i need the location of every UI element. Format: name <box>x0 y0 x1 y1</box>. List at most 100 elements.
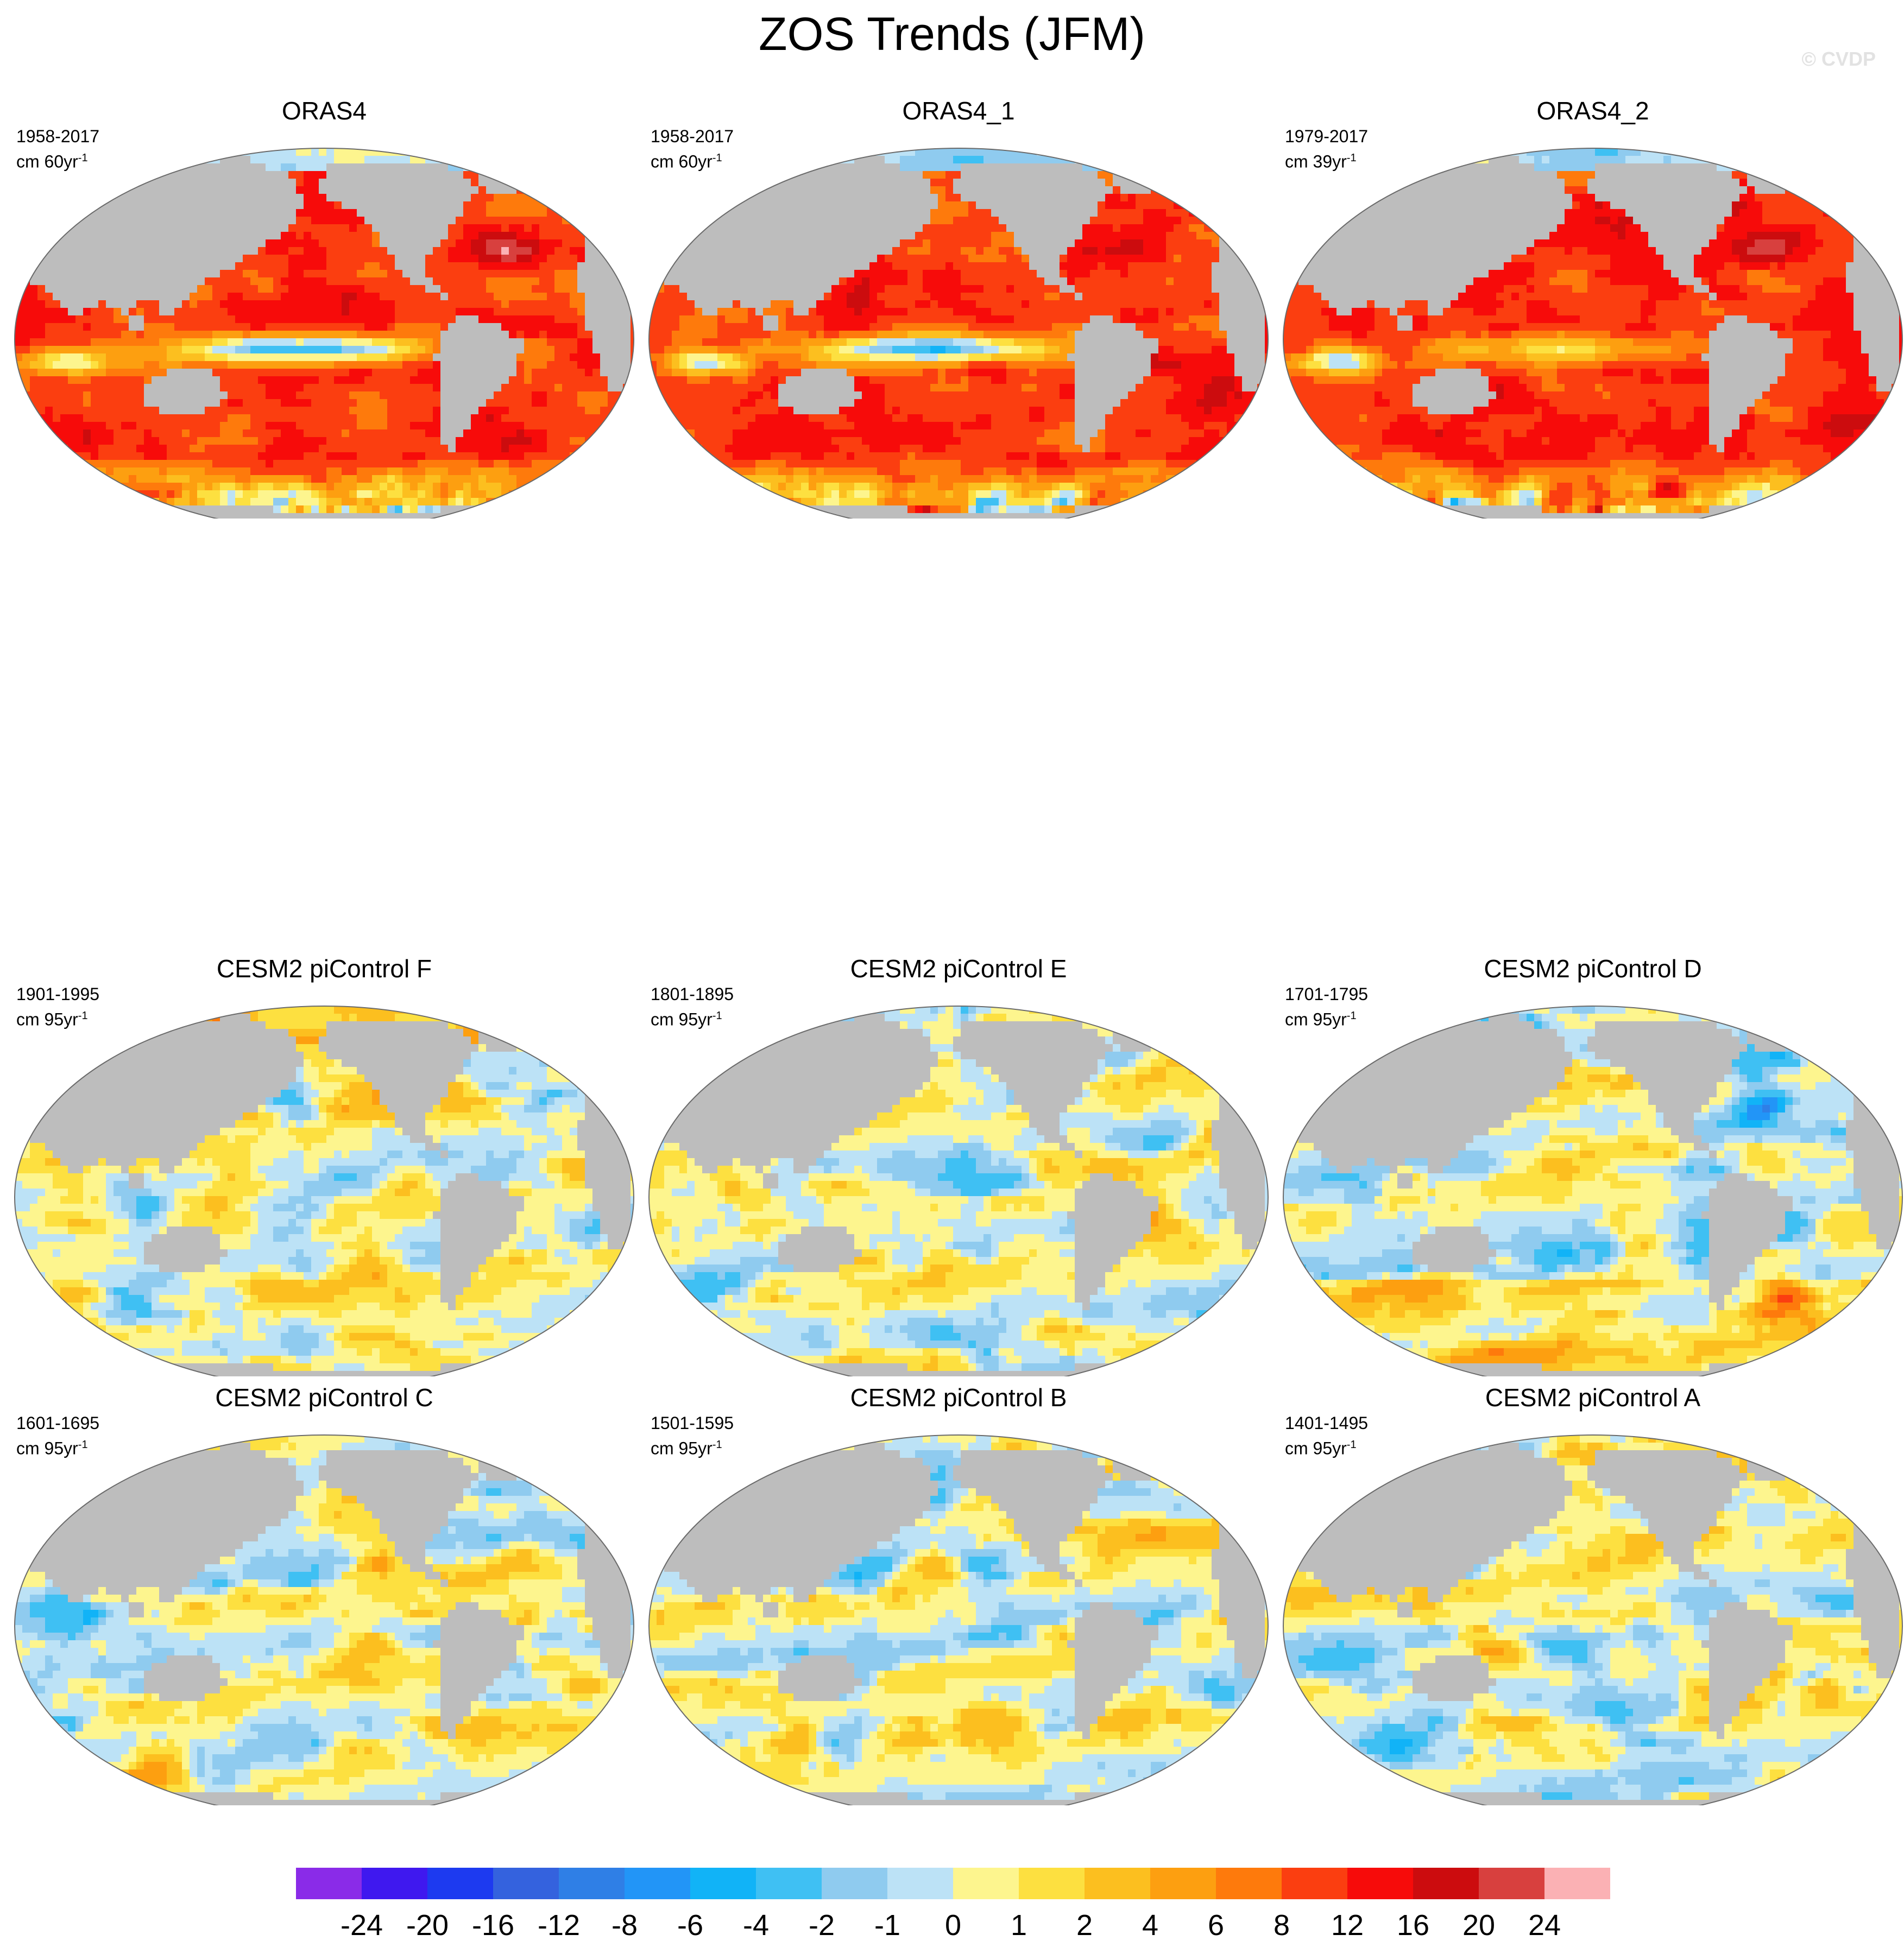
ocean-field <box>15 1006 634 1376</box>
robinson-map <box>14 1434 634 1805</box>
panel-units: cm 60yr-1 <box>651 147 722 173</box>
robinson-map <box>648 1434 1269 1805</box>
trend-contour <box>1283 1435 1902 1805</box>
trend-contour <box>1283 1006 1902 1376</box>
colorbar-box <box>1282 1868 1348 1899</box>
units-text: cm 60yr <box>16 151 78 172</box>
units-text: cm 95yr <box>1285 1438 1347 1458</box>
map-panel: ORAS4 1958-2017 cm 60yr-1 <box>7 95 642 519</box>
trend-contour <box>1777 1295 1793 1303</box>
panel-units: cm 60yr-1 <box>16 147 88 173</box>
colorbar-box <box>953 1868 1019 1899</box>
robinson-map <box>1283 1434 1903 1805</box>
trend-contour <box>649 1435 1268 1792</box>
panel-period: 1958-2017 <box>651 127 734 146</box>
panel-units: cm 95yr-1 <box>651 1005 722 1031</box>
trend-contour <box>1136 1526 1166 1541</box>
units-exponent: -1 <box>712 1439 722 1451</box>
trend-contour <box>45 338 478 519</box>
ocean-field <box>1283 1006 1902 1376</box>
map-border <box>1283 1006 1903 1376</box>
trend-contour <box>1481 1648 1504 1655</box>
colorbar-label: 2 <box>1076 1909 1093 1942</box>
land-mask <box>1298 156 1899 519</box>
panel-title: ORAS4_2 <box>1536 97 1649 125</box>
ocean-field <box>15 148 634 519</box>
trend-contour <box>15 171 600 498</box>
panel-units: cm 95yr-1 <box>651 1434 722 1459</box>
map-border <box>14 148 634 519</box>
panel-period: 1958-2017 <box>16 127 100 146</box>
trend-contour <box>501 247 509 255</box>
trend-contour <box>1283 1443 1861 1800</box>
panel-title: CESM2 piControl E <box>850 954 1067 983</box>
trend-contour <box>1314 1280 1815 1363</box>
map-border <box>648 148 1269 519</box>
map-panel: ORAS4_1 1958-2017 cm 60yr-1 <box>641 95 1276 519</box>
trend-contour <box>930 346 945 353</box>
colorbar-svg: -24 -20 -16 -12 -8 -6 -4 -2 -1 0 1 2 4 6 8 12 16 20 24 <box>296 1868 1610 1942</box>
trend-contour <box>129 1557 387 1785</box>
map-border <box>648 1006 1269 1376</box>
colorbar-box <box>1413 1868 1479 1899</box>
trend-contour <box>649 171 1268 519</box>
trend-contour <box>15 1006 634 1376</box>
trend-contour <box>1762 1105 1770 1112</box>
panel-units: cm 95yr-1 <box>16 1434 88 1459</box>
colorbar-label: -2 <box>809 1909 835 1942</box>
colorbar-box <box>756 1868 822 1899</box>
panel-title: CESM2 piControl D <box>1484 954 1702 983</box>
trend-contour <box>1390 1739 1413 1754</box>
panel-period: 1801-1895 <box>651 984 734 1004</box>
land-mask <box>30 156 631 519</box>
trend-contour <box>1747 239 1785 255</box>
units-text: cm 95yr <box>651 1438 713 1458</box>
land-mask <box>664 1014 1265 1376</box>
trend-contour <box>672 331 1136 519</box>
panel-title: CESM2 piControl F <box>216 954 432 983</box>
map-panel: ORAS4_2 1979-2017 cm 39yr-1 <box>1275 95 1904 519</box>
colorbar-box <box>1150 1868 1216 1899</box>
colorbar-box <box>1479 1868 1545 1899</box>
colorbar-label: -1 <box>874 1909 900 1942</box>
robinson-map <box>1283 1006 1903 1376</box>
trend-contour <box>649 1006 1268 1376</box>
panel-period: 1701-1795 <box>1285 984 1369 1004</box>
colorbar-label: -4 <box>743 1909 769 1942</box>
trend-contour <box>15 1435 634 1805</box>
panel-period: 1401-1495 <box>1285 1413 1369 1433</box>
units-exponent: -1 <box>1346 152 1357 164</box>
units-exponent: -1 <box>78 1010 88 1022</box>
ocean-field <box>649 1006 1268 1376</box>
colorbar-box <box>296 1868 362 1899</box>
map-border <box>648 1434 1269 1805</box>
panel-units: cm 39yr-1 <box>1285 147 1357 173</box>
land-mask <box>664 156 1265 519</box>
land-mask <box>1298 1443 1899 1805</box>
map-panel: CESM2 piControl E 1801-1895 cm 95yr-1 <box>641 953 1276 1376</box>
panel-period: 1501-1595 <box>651 1413 734 1433</box>
units-text: cm 95yr <box>1285 1009 1347 1029</box>
trend-contour <box>83 1435 608 1792</box>
colorbar-box <box>362 1868 428 1899</box>
trend-contour <box>83 1610 98 1625</box>
colorbar-box <box>822 1868 888 1899</box>
colorbar-label: -20 <box>406 1909 449 1942</box>
robinson-map <box>14 148 634 519</box>
trend-contour <box>15 331 516 519</box>
panel-units: cm 95yr-1 <box>1285 1005 1357 1031</box>
colorbar-box <box>1085 1868 1151 1899</box>
colorbar-label: -12 <box>538 1909 580 1942</box>
panel-title: CESM2 piControl A <box>1485 1383 1701 1412</box>
units-exponent: -1 <box>712 1010 722 1022</box>
map-panel: CESM2 piControl D 1701-1795 cm 95yr-1 <box>1275 953 1904 1376</box>
trend-contour <box>695 148 1082 519</box>
trend-contour <box>1151 1211 1158 1227</box>
panel-title: CESM2 piControl C <box>215 1383 433 1412</box>
colorbar-box <box>1347 1868 1414 1899</box>
ocean-field <box>1283 148 1902 519</box>
ocean-field <box>1283 1435 1902 1805</box>
colorbar-label: 6 <box>1208 1909 1224 1942</box>
land-mask <box>30 1443 631 1805</box>
units-text: cm 95yr <box>16 1438 78 1458</box>
